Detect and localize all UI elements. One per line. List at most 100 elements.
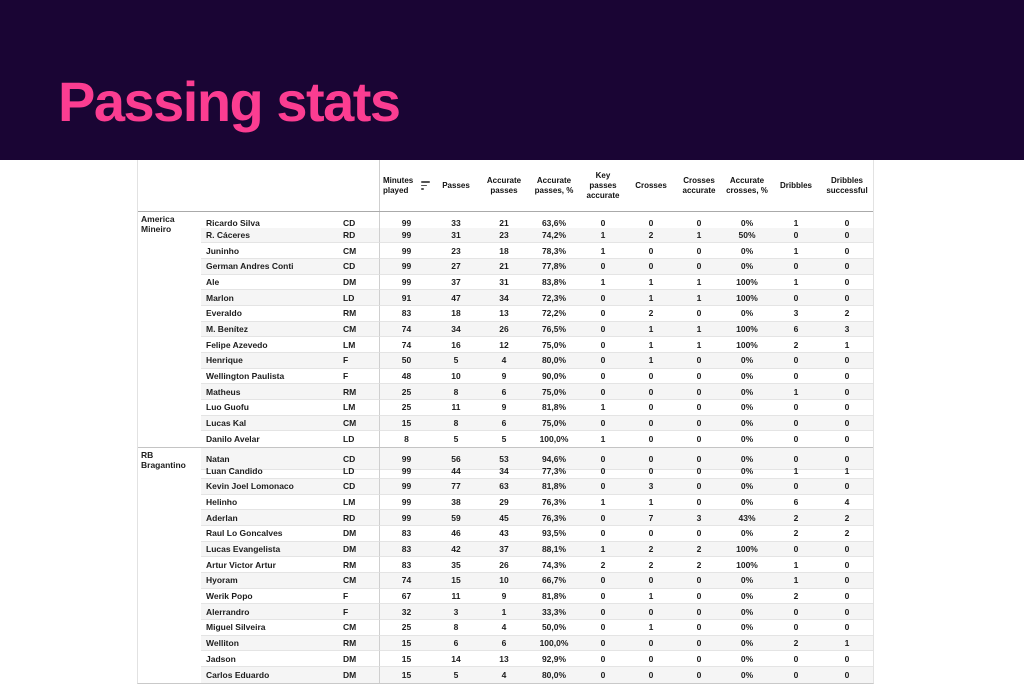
stat-passes: 14 <box>433 651 479 668</box>
stat-accurate-passes: 29 <box>479 495 529 511</box>
stat-key-passes-accurate: 0 <box>579 589 627 605</box>
player-position: LM <box>341 400 379 416</box>
stat-accurate-crosses-pct: 0% <box>723 573 771 589</box>
player-name: Ale <box>201 275 341 291</box>
stat-crosses: 1 <box>627 337 675 353</box>
column-header-dribbles[interactable]: Dribbles <box>771 160 821 211</box>
column-header-crosses-accurate[interactable]: Crosses accurate <box>675 160 723 211</box>
player-name: Alerrandro <box>201 604 341 621</box>
stat-dribbles-successful: 3 <box>821 321 873 338</box>
stat-accurate-passes-pct: 77,3% <box>529 464 579 480</box>
column-header-label: Passes <box>442 180 470 190</box>
stat-accurate-passes-pct: 76,5% <box>529 321 579 338</box>
stat-dribbles: 0 <box>771 667 821 683</box>
stat-dribbles: 1 <box>771 557 821 574</box>
stat-crosses: 0 <box>627 400 675 416</box>
player-position: CD <box>341 258 379 275</box>
stat-dribbles-successful: 0 <box>821 604 873 621</box>
stat-dribbles-successful: 0 <box>821 352 873 369</box>
stat-accurate-passes-pct: 92,9% <box>529 651 579 668</box>
stat-passes: 77 <box>433 479 479 495</box>
stat-key-passes-accurate: 0 <box>579 352 627 369</box>
player-position: CM <box>341 321 379 338</box>
stat-dribbles-successful: 1 <box>821 464 873 480</box>
sort-descending-icon[interactable] <box>421 181 430 190</box>
player-row: Marlon LD 91 47 34 72,3% 0 1 1 100% 0 0 <box>138 290 873 306</box>
column-header-dribbles-successful[interactable]: Dribbles successful <box>821 160 873 211</box>
stat-passes: 34 <box>433 321 479 338</box>
team-name <box>138 573 201 589</box>
column-header-label: Accurate passes, % <box>534 175 574 195</box>
stat-accurate-crosses-pct: 0% <box>723 526 771 542</box>
stat-crosses-accurate: 0 <box>675 651 723 668</box>
stat-crosses: 0 <box>627 243 675 259</box>
stat-accurate-passes-pct: 72,3% <box>529 290 579 306</box>
column-header-label: Accurate crosses, % <box>726 175 768 195</box>
stat-minutes-played: 99 <box>379 447 433 471</box>
stat-minutes-played: 15 <box>379 651 433 668</box>
team-name <box>138 353 201 369</box>
player-position: DM <box>341 651 379 668</box>
player-row: Lucas Evangelista DM 83 42 37 88,1% 1 2 2 100% 0 0 <box>138 541 873 558</box>
stat-accurate-passes: 13 <box>479 306 529 322</box>
player-position: LD <box>343 434 355 445</box>
player-row: Werik Popo F 67 11 9 81,8% 0 1 0 0% 2 0 <box>138 588 873 605</box>
stat-crosses-accurate: 0 <box>696 434 702 445</box>
stat-dribbles: 6 <box>771 321 821 338</box>
stat-accurate-passes-pct: 75,0% <box>529 384 579 400</box>
player-position: RD <box>341 510 379 527</box>
player-position: F <box>341 604 379 621</box>
team-header-spacer <box>138 160 201 211</box>
player-position: CD <box>341 479 379 495</box>
column-header-passes[interactable]: Passes <box>433 160 479 211</box>
stat-accurate-passes-pct: 83,8% <box>529 275 579 291</box>
stat-accurate-passes-pct: 76,3% <box>529 510 579 527</box>
stat-key-passes-accurate: 0 <box>579 447 627 471</box>
column-header-accurate-passes[interactable]: Accurate passes <box>479 160 529 211</box>
player-name: Luo Guofu <box>201 400 341 416</box>
stat-crosses-accurate: 3 <box>675 510 723 527</box>
player-name: Danilo Avelar <box>206 434 260 445</box>
stat-accurate-crosses-pct: 0% <box>723 447 771 471</box>
player-name: Artur Victor Artur <box>201 557 341 574</box>
stat-crosses: 1 <box>627 275 675 291</box>
passing-stats-table: Minutes played Passes Accurate passes Accur… <box>137 160 874 684</box>
stat-crosses-accurate: 0 <box>675 479 723 495</box>
column-header-accurate-crosses-pct[interactable]: Accurate crosses, % <box>723 160 771 211</box>
table-header: Minutes played Passes Accurate passes Accur… <box>138 160 873 212</box>
stat-dribbles: 0 <box>771 447 821 471</box>
stat-dribbles: 0 <box>771 651 821 668</box>
stat-minutes-played: 99 <box>379 274 433 291</box>
stat-crosses: 1 <box>627 352 675 369</box>
stat-crosses-accurate: 0 <box>675 589 723 605</box>
stat-accurate-passes: 63 <box>479 479 529 495</box>
column-header-accurate-passes-pct[interactable]: Accurate passes, % <box>529 160 579 211</box>
stat-dribbles-successful: 0 <box>821 651 873 668</box>
stat-crosses-accurate: 0 <box>675 306 723 322</box>
column-header-minutes-played[interactable]: Minutes played <box>379 160 433 211</box>
stat-crosses-accurate: 0 <box>675 526 723 542</box>
stat-crosses: 0 <box>627 526 675 542</box>
stat-accurate-passes: 37 <box>479 541 529 558</box>
player-position: RM <box>341 306 379 322</box>
stat-crosses-accurate: 1 <box>675 321 723 338</box>
team-name <box>138 620 201 636</box>
stat-dribbles: 0 <box>771 604 821 621</box>
stat-dribbles: 0 <box>771 290 821 306</box>
stat-accurate-crosses-pct: 0% <box>723 352 771 369</box>
stat-accurate-crosses-pct: 100% <box>723 557 771 574</box>
stat-accurate-passes: 9 <box>479 369 529 385</box>
player-row: Everaldo RM 83 18 13 72,2% 0 2 0 0% 3 2 <box>138 305 873 322</box>
stat-accurate-passes: 23 <box>479 227 529 244</box>
player-row: Helinho LM 99 38 29 76,3% 1 1 0 0% 6 4 <box>138 494 873 511</box>
stat-passes: 6 <box>433 635 479 652</box>
player-name: Werik Popo <box>201 589 341 605</box>
stat-minutes-played: 83 <box>379 305 433 322</box>
column-header-crosses[interactable]: Crosses <box>627 160 675 211</box>
stat-dribbles-successful: 0 <box>821 227 873 244</box>
stat-dribbles-successful: 2 <box>821 526 873 542</box>
player-row: R. Cáceres RD 99 31 23 74,2% 1 2 1 50% 0 0 <box>138 227 873 244</box>
column-header-key-passes-accurate[interactable]: Key passes accurate <box>579 160 627 211</box>
team-name <box>138 542 201 558</box>
player-row: Carlos Eduardo DM 15 5 4 80,0% 0 0 0 0% 0 0 <box>138 667 873 683</box>
